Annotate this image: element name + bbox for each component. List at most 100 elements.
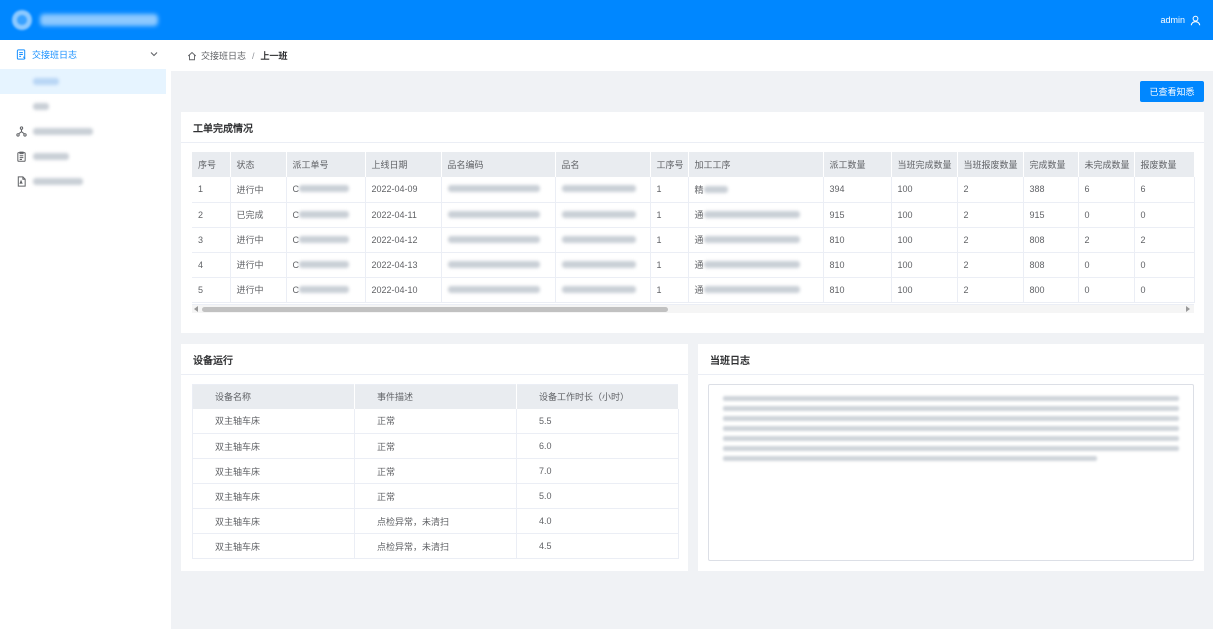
shift-log-title: 当班日志	[698, 344, 1204, 375]
scroll-right-icon[interactable]	[1186, 306, 1190, 312]
cell-process: 通	[688, 252, 824, 278]
table-header-row: 序号 状态 派工单号 上线日期 品名编码 品名 工序号 加工工序 派工数量 当班完成数量 当班报废数…	[192, 152, 1195, 177]
cell-hours: 5.0	[516, 483, 679, 509]
cell-step-no: 1	[650, 252, 689, 278]
cell-scrap: 0	[1134, 202, 1195, 228]
cell-step-no: 1	[650, 277, 689, 303]
app-logo	[12, 10, 32, 30]
cell-equipment-name: 双主轴车床	[192, 533, 355, 559]
redacted-text-line	[723, 456, 1097, 461]
chevron-down-icon[interactable]	[149, 49, 159, 59]
cell-done: 808	[1023, 227, 1079, 253]
order-no-prefix: C	[292, 259, 300, 270]
cell-date: 2022-04-11	[365, 202, 442, 228]
table-row[interactable]: 双主轴车床 点检异常，未清扫 4.0	[192, 508, 679, 534]
table-row[interactable]: 双主轴车床 点检异常，未清扫 4.5	[192, 533, 679, 559]
redacted-value	[447, 285, 540, 293]
table-row[interactable]: 双主轴车床 正常 5.5	[192, 408, 679, 434]
cell-order-no: C	[286, 277, 366, 303]
cell-shift-done: 100	[891, 177, 958, 203]
cell-status: 进行中	[230, 227, 287, 253]
cell-equipment-name: 双主轴车床	[192, 408, 355, 434]
breadcrumb: 交接班日志 / 上一班	[171, 40, 1213, 71]
user-menu[interactable]: admin	[1160, 0, 1201, 40]
breadcrumb-parent[interactable]: 交接班日志	[201, 51, 247, 61]
redacted-value	[447, 210, 540, 218]
order-no-prefix: C	[292, 284, 300, 295]
cell-item-name	[555, 177, 651, 203]
sidebar-item-previous-shift[interactable]	[0, 69, 166, 94]
shift-log-card: 当班日志	[698, 344, 1204, 571]
scroll-thumb[interactable]	[202, 307, 668, 312]
redacted-value	[703, 236, 800, 243]
cell-event: 正常	[354, 458, 517, 484]
horizontal-scrollbar[interactable]	[192, 304, 1194, 313]
cell-date: 2022-04-13	[365, 252, 442, 278]
table-row[interactable]: 3 进行中 C 2022-04-12 1 通 810 100 2 808 2 2	[192, 227, 1195, 253]
process-prefix: 通	[694, 235, 704, 245]
cell-step-no: 1	[650, 227, 689, 253]
table-row[interactable]: 双主轴车床 正常 6.0	[192, 433, 679, 459]
sidebar-item-label-redacted	[33, 153, 69, 160]
column-header: 派工单号	[286, 152, 366, 177]
sidebar-item-4[interactable]	[0, 169, 171, 194]
table-row[interactable]: 2 已完成 C 2022-04-11 1 通 915 100 2 915 0 0	[192, 202, 1195, 228]
home-icon	[187, 51, 197, 60]
cell-process: 通	[688, 277, 824, 303]
redacted-value	[299, 210, 349, 218]
redacted-value	[447, 185, 540, 193]
cell-status: 已完成	[230, 202, 287, 228]
cell-step-no: 1	[650, 177, 689, 203]
redacted-text-line	[723, 396, 1179, 401]
column-header: 状态	[230, 152, 287, 177]
redacted-value	[703, 286, 800, 293]
redacted-value	[447, 235, 540, 243]
cell-scrap: 2	[1134, 227, 1195, 253]
sidebar-item-3[interactable]	[0, 144, 171, 169]
table-row[interactable]: 双主轴车床 正常 5.0	[192, 483, 679, 509]
column-header: 事件描述	[354, 384, 517, 409]
sidebar-item-2[interactable]	[0, 119, 171, 144]
redacted-value	[703, 185, 728, 193]
table-row[interactable]: 4 进行中 C 2022-04-13 1 通 810 100 2 808 0 0	[192, 252, 1195, 278]
cell-shift-scrap: 2	[957, 252, 1024, 278]
cell-order-no: C	[286, 177, 366, 203]
redacted-value	[561, 285, 636, 293]
sidebar-group-label: 交接班日志	[32, 50, 78, 60]
cell-scrap: 0	[1134, 252, 1195, 278]
table-header-row: 设备名称 事件描述 设备工作时长（小时）	[192, 384, 679, 409]
sidebar-item-current-shift[interactable]	[0, 94, 171, 119]
column-header: 品名编码	[441, 152, 556, 177]
cell-item-code	[441, 177, 556, 203]
cell-item-code	[441, 252, 556, 278]
cell-done: 915	[1023, 202, 1079, 228]
cell-shift-scrap: 2	[957, 227, 1024, 253]
sidebar-group-shift-log[interactable]: 交接班日志	[0, 40, 171, 69]
cell-hours: 4.5	[516, 533, 679, 559]
cell-dispatch: 915	[823, 202, 892, 228]
cell-step-no: 1	[650, 202, 689, 228]
cell-item-name	[555, 202, 651, 228]
scroll-left-icon[interactable]	[194, 306, 198, 312]
acknowledge-button[interactable]: 已查看知悉	[1140, 81, 1204, 102]
cell-event: 点检异常，未清扫	[354, 508, 517, 534]
cell-dispatch: 810	[823, 252, 892, 278]
sidebar-item-label-redacted	[33, 78, 59, 85]
cell-no: 4	[192, 252, 231, 278]
table-row[interactable]: 双主轴车床 正常 7.0	[192, 458, 679, 484]
sidebar-item-label-redacted	[33, 178, 83, 185]
cell-shift-done: 100	[891, 277, 958, 303]
table-row[interactable]: 1 进行中 C 2022-04-09 1 精 394 100 2 388 6 6	[192, 177, 1195, 203]
table-row[interactable]: 5 进行中 C 2022-04-10 1 通 810 100 2 800 0 0	[192, 277, 1195, 303]
redacted-value	[561, 260, 636, 268]
cell-done: 800	[1023, 277, 1079, 303]
process-prefix: 通	[694, 285, 704, 295]
cell-scrap: 6	[1134, 177, 1195, 203]
cell-scrap: 0	[1134, 277, 1195, 303]
cell-undone: 2	[1078, 227, 1135, 253]
user-icon	[1190, 15, 1201, 25]
cell-order-no: C	[286, 202, 366, 228]
cell-dispatch: 810	[823, 277, 892, 303]
redacted-value	[561, 185, 636, 193]
network-icon	[16, 126, 27, 137]
